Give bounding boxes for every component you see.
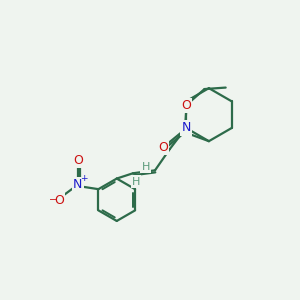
Text: O: O (181, 99, 191, 112)
Text: O: O (73, 154, 83, 167)
Text: N: N (181, 122, 190, 134)
Text: H: H (141, 162, 150, 172)
Text: −: − (49, 195, 57, 205)
Text: N: N (73, 178, 83, 191)
Text: O: O (158, 141, 168, 154)
Text: O: O (54, 194, 64, 207)
Text: H: H (132, 176, 140, 187)
Text: +: + (80, 174, 87, 183)
